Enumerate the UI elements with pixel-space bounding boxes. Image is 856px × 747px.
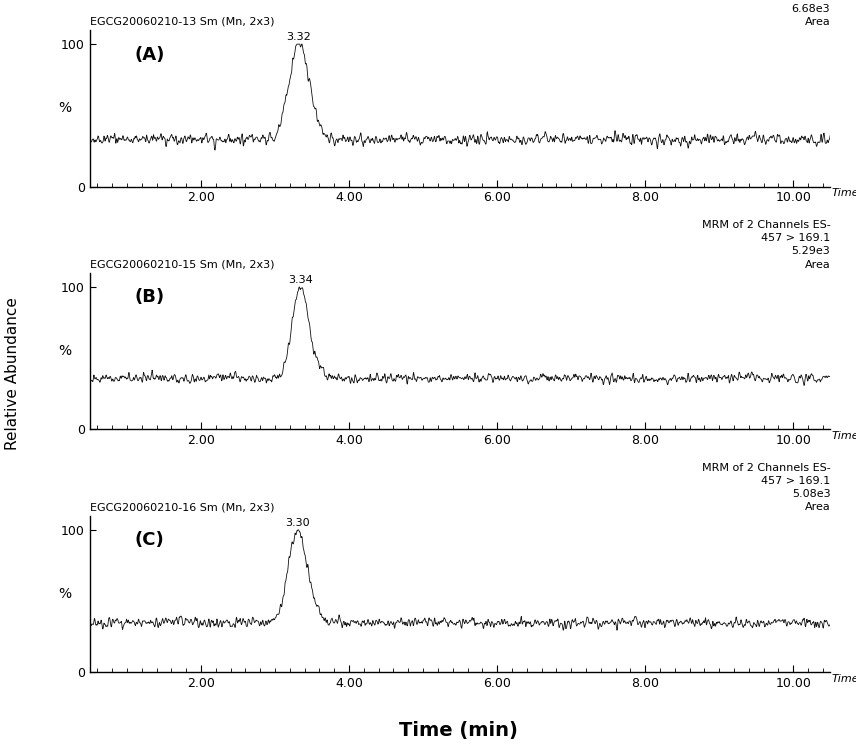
Text: Relative Abundance: Relative Abundance: [5, 297, 21, 450]
Text: EGCG20060210-15 Sm (Mn, 2x3): EGCG20060210-15 Sm (Mn, 2x3): [90, 260, 275, 270]
Text: Time: Time: [832, 431, 856, 441]
Text: Time: Time: [832, 674, 856, 684]
Text: EGCG20060210-13 Sm (Mn, 2x3): EGCG20060210-13 Sm (Mn, 2x3): [90, 16, 275, 27]
Text: (C): (C): [134, 531, 164, 549]
Text: 3.34: 3.34: [288, 275, 312, 285]
Text: %: %: [58, 102, 71, 115]
Text: MRM of 2 Channels ES-
457 > 169.1
5.08e3
Area: MRM of 2 Channels ES- 457 > 169.1 5.08e3…: [702, 463, 830, 512]
Text: 3.32: 3.32: [286, 32, 311, 42]
Text: %: %: [58, 344, 71, 358]
Text: EGCG20060210-16 Sm (Mn, 2x3): EGCG20060210-16 Sm (Mn, 2x3): [90, 503, 275, 512]
Text: (B): (B): [134, 288, 164, 306]
Text: MRM of 2 Channels ES-
457 > 169.1
6.68e3
Area: MRM of 2 Channels ES- 457 > 169.1 6.68e3…: [702, 0, 830, 27]
Text: (A): (A): [134, 46, 164, 63]
Text: Time (min): Time (min): [399, 721, 517, 740]
Text: MRM of 2 Channels ES-
457 > 169.1
5.29e3
Area: MRM of 2 Channels ES- 457 > 169.1 5.29e3…: [702, 220, 830, 270]
Text: Time: Time: [832, 188, 856, 198]
Text: 3.30: 3.30: [285, 518, 310, 527]
Text: %: %: [58, 587, 71, 601]
